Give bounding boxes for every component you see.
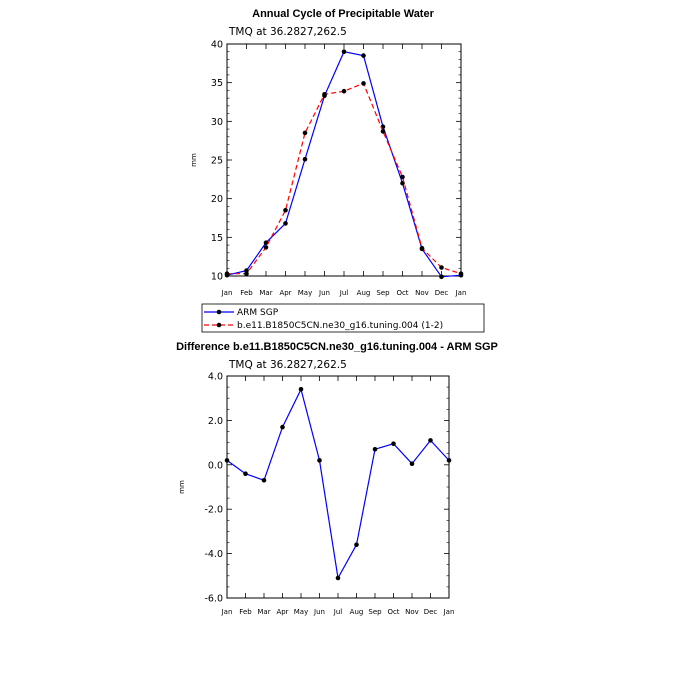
- data-point: [361, 53, 366, 58]
- x-tick-label: Feb: [240, 289, 253, 297]
- y-tick-label: 40: [211, 40, 223, 51]
- chart2-title: Difference b.e11.B1850C5CN.ne30_g16.tuni…: [176, 341, 498, 353]
- chart-annual-cycle: Annual Cycle of Precipitable Water TMQ a…: [190, 8, 466, 297]
- data-point: [380, 129, 386, 134]
- x-tick-label: May: [294, 608, 308, 616]
- chart-difference: Difference b.e11.B1850C5CN.ne30_g16.tuni…: [176, 341, 498, 616]
- x-tick-label: Dec: [424, 608, 438, 616]
- data-point: [391, 441, 396, 447]
- data-point: [335, 575, 341, 581]
- x-tick-label: Nov: [405, 608, 419, 616]
- series-line-0: [226, 51, 462, 278]
- x-tick-label: Jan: [221, 289, 233, 297]
- x-tick-label: Jan: [455, 289, 467, 297]
- chart2-series: [224, 387, 452, 581]
- x-tick-label: Aug: [350, 608, 364, 616]
- data-point: [302, 130, 308, 136]
- data-point: [341, 88, 347, 94]
- legend-box: [201, 303, 485, 333]
- chart1-series: [224, 49, 464, 280]
- data-point: [354, 542, 359, 547]
- data-point: [317, 458, 322, 463]
- data-point: [280, 424, 285, 430]
- x-tick-label: Jan: [221, 608, 233, 616]
- series-line-1: [227, 82, 462, 275]
- data-point: [263, 245, 269, 250]
- data-point: [400, 174, 405, 180]
- chart2-plot-frame: [226, 375, 450, 599]
- data-point: [419, 245, 425, 251]
- data-point: [263, 240, 269, 245]
- y-tick-label: 35: [211, 78, 223, 89]
- chart1-ticks: 10 15 20 25 30 35 40 Jan Feb Mar Apr May Jun Jul Aug Se…: [211, 40, 466, 298]
- data-point: [428, 438, 433, 443]
- x-tick-label: Apr: [276, 608, 288, 616]
- x-tick-label: Apr: [279, 289, 291, 297]
- data-point: [341, 49, 347, 54]
- y-tick-label: 20: [211, 194, 223, 205]
- chart1-subtitle: TMQ at 36.2827,262.5: [228, 26, 347, 38]
- x-tick-label: Feb: [239, 608, 252, 616]
- data-point: [283, 208, 288, 213]
- data-point: [224, 458, 230, 463]
- x-tick-label: Jun: [318, 289, 330, 297]
- y-tick-label: 25: [211, 156, 223, 167]
- x-tick-label: Oct: [387, 608, 399, 616]
- y-tick-label: 0.0: [208, 460, 223, 471]
- x-tick-label: Jun: [313, 608, 325, 616]
- chart1-title: Annual Cycle of Precipitable Water: [252, 8, 434, 20]
- y-tick-label: 2.0: [208, 416, 223, 427]
- x-tick-label: Nov: [415, 289, 429, 297]
- data-point: [439, 274, 444, 280]
- data-point: [224, 271, 230, 277]
- legend-marker-arm-sgp: [216, 309, 222, 315]
- legend-label-model: b.e11.B1850C5CN.ne30_g16.tuning.004 (1-2…: [237, 321, 443, 331]
- y-tick-label: 30: [211, 117, 223, 128]
- x-tick-label: Sep: [376, 289, 390, 297]
- data-point: [361, 81, 366, 86]
- data-point: [458, 271, 464, 277]
- chart1-plot-frame: [226, 43, 462, 277]
- legend-marker-model: [216, 322, 222, 328]
- chart1-ylabel: mm: [190, 153, 198, 167]
- x-tick-label: Aug: [357, 289, 371, 297]
- x-tick-label: May: [298, 289, 312, 297]
- chart2-ticks: -6.0 -4.0 -2.0 0.0 2.0 4.0 Jan Feb Mar Apr May Jun J…: [204, 372, 454, 617]
- chart2-subtitle: TMQ at 36.2827,262.5: [228, 359, 347, 371]
- series-line-0: [226, 387, 450, 580]
- x-tick-label: Sep: [368, 608, 382, 616]
- data-point: [302, 156, 308, 162]
- data-point: [244, 271, 249, 277]
- x-tick-label: Jul: [339, 289, 349, 297]
- y-tick-label: -2.0: [204, 505, 223, 516]
- chart1-legend: ARM SGP b.e11.B1850C5CN.ne30_g16.tuning.…: [201, 303, 485, 333]
- data-point: [446, 458, 452, 463]
- x-tick-label: Mar: [259, 289, 272, 297]
- x-tick-label: Mar: [257, 608, 270, 616]
- data-point: [372, 447, 378, 452]
- y-tick-label: 15: [211, 233, 223, 244]
- y-tick-label: -6.0: [204, 594, 223, 605]
- x-tick-label: Dec: [435, 289, 449, 297]
- data-point: [243, 471, 248, 477]
- y-tick-label: 10: [211, 272, 223, 283]
- data-point: [298, 387, 304, 392]
- legend-label-arm-sgp: ARM SGP: [237, 308, 279, 318]
- data-point: [409, 461, 415, 467]
- y-tick-label: 4.0: [208, 372, 223, 383]
- x-tick-label: Oct: [396, 289, 408, 297]
- data-point: [322, 92, 327, 97]
- data-point: [261, 478, 267, 483]
- data-point: [283, 221, 288, 226]
- data-point: [439, 265, 444, 270]
- x-tick-label: Jul: [333, 608, 343, 616]
- x-tick-label: Jan: [443, 608, 455, 616]
- y-tick-label: -4.0: [204, 549, 223, 560]
- chart2-ylabel: mm: [178, 480, 186, 494]
